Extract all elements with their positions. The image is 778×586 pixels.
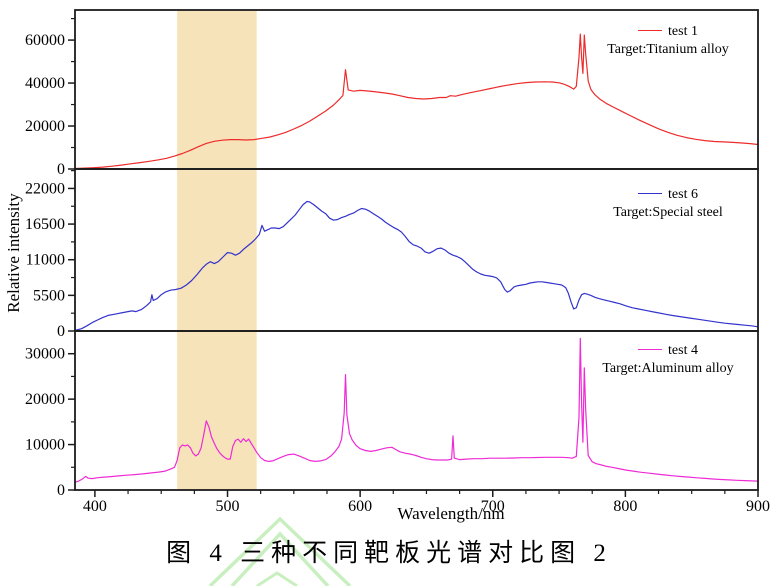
legend-line-swatch-icon bbox=[638, 349, 663, 351]
x-axis-label: Wavelength/nm bbox=[397, 504, 505, 523]
svg-text:60000: 60000 bbox=[25, 32, 65, 49]
legend-target: Target:Special steel bbox=[613, 205, 723, 221]
svg-text:800: 800 bbox=[613, 498, 637, 515]
svg-text:40000: 40000 bbox=[25, 75, 65, 92]
svg-text:500: 500 bbox=[216, 498, 240, 515]
legend-line-swatch-icon bbox=[638, 30, 663, 32]
legend-target: Target:Aluminum alloy bbox=[602, 361, 734, 377]
svg-text:0: 0 bbox=[57, 323, 65, 340]
svg-text:22000: 22000 bbox=[25, 180, 65, 197]
svg-text:10000: 10000 bbox=[25, 437, 65, 454]
svg-text:400: 400 bbox=[83, 498, 107, 515]
svg-text:900: 900 bbox=[746, 498, 770, 515]
svg-text:0: 0 bbox=[57, 161, 65, 178]
svg-text:16500: 16500 bbox=[25, 216, 65, 233]
legend-row: test 4 bbox=[568, 342, 768, 360]
y-axis-label: Relative intensity bbox=[4, 193, 23, 313]
spectra-chart: 0 20000 40000 60000 0 5500 11000 16500 22000 0 100… bbox=[25, 9, 770, 515]
legend-test-1: test 1 Target:Titanium alloy bbox=[568, 23, 768, 59]
legend-test-6: test 6 Target:Special steel bbox=[568, 186, 768, 222]
svg-text:600: 600 bbox=[348, 498, 372, 515]
legend-test-4: test 4 Target:Aluminum alloy bbox=[568, 342, 768, 378]
legend-line-swatch-icon bbox=[638, 193, 663, 195]
figure-caption: 图 4 三种不同靶板光谱对比图 2 bbox=[166, 540, 612, 567]
svg-text:700: 700 bbox=[481, 498, 505, 515]
legend-row: test 6 bbox=[568, 186, 768, 204]
svg-text:11000: 11000 bbox=[26, 252, 65, 269]
legend-label: test 6 bbox=[668, 187, 698, 202]
legend-row: test 1 bbox=[568, 23, 768, 41]
svg-text:30000: 30000 bbox=[25, 346, 65, 363]
svg-text:20000: 20000 bbox=[25, 118, 65, 135]
legend-target: Target:Titanium alloy bbox=[607, 42, 729, 58]
svg-text:0: 0 bbox=[57, 482, 65, 499]
legend-label: test 4 bbox=[668, 343, 698, 358]
svg-text:5500: 5500 bbox=[33, 287, 65, 304]
legend-label: test 1 bbox=[668, 24, 698, 39]
svg-text:20000: 20000 bbox=[25, 391, 65, 408]
